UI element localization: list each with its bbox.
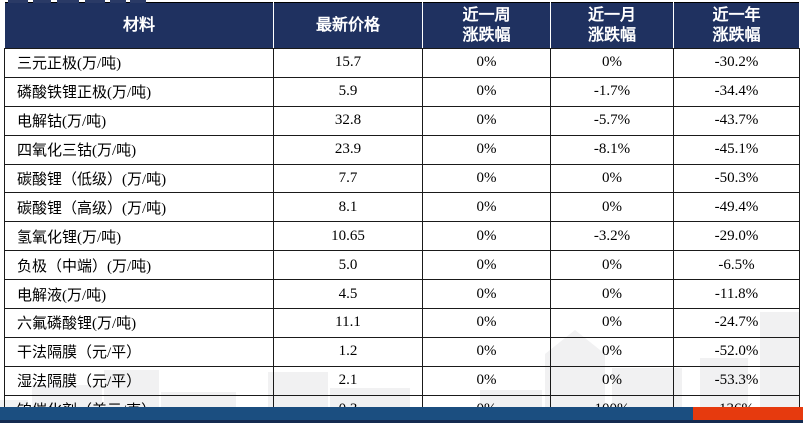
table-row: 负极（中端）(万/吨) 5.0 0% 0% -6.5% (4, 250, 800, 281)
clipped-title-fragment (85, 0, 105, 3)
cell-material: 碳酸锂（低级）(万/吨) (4, 163, 274, 194)
cell-week-change: 0% (422, 48, 551, 78)
cell-material: 电解液(万/吨) (4, 279, 274, 310)
table-row: 湿法隔膜（元/平） 2.1 0% 0% -53.3% (4, 365, 800, 396)
cell-month-change: 0% (550, 336, 674, 367)
cell-material: 干法隔膜（元/平） (4, 336, 274, 367)
cell-latest-price: 23.9 (273, 134, 423, 165)
table-row: 碳酸锂（低级）(万/吨) 7.7 0% 0% -50.3% (4, 163, 800, 194)
cell-latest-price: 7.7 (273, 163, 423, 194)
cell-week-change: 0% (422, 76, 551, 107)
clipped-title-fragment (8, 0, 28, 3)
cell-latest-price: 11.1 (273, 308, 423, 338)
col-header-week-change: 近一周 涨跌幅 (422, 2, 551, 49)
cell-week-change: 0% (422, 163, 551, 194)
col-header-sublabel: 涨跌幅 (462, 26, 511, 44)
cell-year-change: -30.2% (673, 48, 800, 78)
cell-year-change: -49.4% (673, 192, 800, 223)
cell-week-change: 0% (422, 279, 551, 310)
cell-material: 磷酸铁锂正极(万/吨) (4, 76, 274, 107)
cell-month-change: -3.2% (550, 221, 674, 252)
clipped-title-fragment (110, 0, 126, 3)
cell-latest-price: 8.1 (273, 192, 423, 223)
cell-material: 电解钴(万/吨) (4, 105, 274, 136)
table-row: 干法隔膜（元/平） 1.2 0% 0% -52.0% (4, 336, 800, 367)
footer-base-line (0, 420, 803, 423)
col-header-latest-price: 最新价格 (273, 2, 423, 49)
cell-month-change: -1.7% (550, 76, 674, 107)
cell-week-change: 0% (422, 365, 551, 396)
footer-red-bar (693, 407, 803, 420)
cell-latest-price: 5.9 (273, 76, 423, 107)
col-header-label: 最新价格 (315, 16, 380, 34)
cell-year-change: -53.3% (673, 365, 800, 396)
cell-year-change: -24.7% (673, 308, 800, 338)
cell-material: 碳酸锂（高级）(万/吨) (4, 192, 274, 223)
col-header-material: 材料 (4, 2, 274, 49)
cell-month-change: -5.7% (550, 105, 674, 136)
col-header-label: 近一周 (462, 6, 511, 24)
col-header-label: 近一月 (587, 6, 636, 24)
table-row: 磷酸铁锂正极(万/吨) 5.9 0% -1.7% -34.4% (4, 76, 800, 107)
table-row: 六氟磷酸锂(万/吨) 11.1 0% 0% -24.7% (4, 308, 800, 338)
table-header: 材料 最新价格 近一周 涨跌幅 近一月 涨跌幅 近一年 涨跌幅 (4, 2, 800, 49)
table-row: 电解液(万/吨) 4.5 0% 0% -11.8% (4, 279, 800, 310)
cell-year-change: -50.3% (673, 163, 800, 194)
cell-week-change: 0% (422, 336, 551, 367)
cell-week-change: 0% (422, 192, 551, 223)
cell-month-change: 0% (550, 192, 674, 223)
cell-material: 四氧化三钴(万/吨) (4, 134, 274, 165)
table-row: 电解钴(万/吨) 32.8 0% -5.7% -43.7% (4, 105, 800, 136)
cell-year-change: -45.1% (673, 134, 800, 165)
cell-latest-price: 1.2 (273, 336, 423, 367)
cell-month-change: 0% (550, 365, 674, 396)
cell-latest-price: 15.7 (273, 48, 423, 78)
clipped-title-fragment (33, 0, 51, 3)
footer-blue-bar (0, 407, 693, 420)
cell-month-change: 0% (550, 48, 674, 78)
material-price-table: 材料 最新价格 近一周 涨跌幅 近一月 涨跌幅 近一年 涨跌幅 三 (4, 2, 800, 423)
cell-material: 六氟磷酸锂(万/吨) (4, 308, 274, 338)
cell-week-change: 0% (422, 221, 551, 252)
col-header-year-change: 近一年 涨跌幅 (673, 2, 800, 49)
cell-material: 三元正极(万/吨) (4, 48, 274, 78)
col-header-sublabel: 涨跌幅 (587, 26, 636, 44)
cell-week-change: 0% (422, 250, 551, 281)
cell-latest-price: 2.1 (273, 365, 423, 396)
price-table-body: 三元正极(万/吨) 15.7 0% 0% -30.2% 磷酸铁锂正极(万/吨) 5.9 0% -… (4, 48, 800, 423)
cell-month-change: 0% (550, 163, 674, 194)
col-header-month-change: 近一月 涨跌幅 (550, 2, 674, 49)
clipped-title-fragment (57, 0, 79, 3)
cell-month-change: 0% (550, 308, 674, 338)
cell-material: 湿法隔膜（元/平） (4, 365, 274, 396)
col-header-label: 近一年 (712, 6, 761, 24)
col-header-sublabel: 涨跌幅 (712, 26, 761, 44)
table-row: 氢氧化锂(万/吨) 10.65 0% -3.2% -29.0% (4, 221, 800, 252)
cell-year-change: -29.0% (673, 221, 800, 252)
cell-material: 氢氧化锂(万/吨) (4, 221, 274, 252)
cell-month-change: -8.1% (550, 134, 674, 165)
cell-year-change: -11.8% (673, 279, 800, 310)
cell-year-change: -43.7% (673, 105, 800, 136)
table-row: 碳酸锂（高级）(万/吨) 8.1 0% 0% -49.4% (4, 192, 800, 223)
col-header-label: 材料 (122, 16, 155, 34)
clipped-title-fragment (130, 0, 146, 3)
table-row: 三元正极(万/吨) 15.7 0% 0% -30.2% (4, 48, 800, 78)
cell-latest-price: 10.65 (273, 221, 423, 252)
cell-month-change: 0% (550, 279, 674, 310)
cell-year-change: -34.4% (673, 76, 800, 107)
cell-year-change: -52.0% (673, 336, 800, 367)
cell-week-change: 0% (422, 134, 551, 165)
cell-month-change: 0% (550, 250, 674, 281)
table-row: 四氧化三钴(万/吨) 23.9 0% -8.1% -45.1% (4, 134, 800, 165)
cell-year-change: -6.5% (673, 250, 800, 281)
cell-latest-price: 4.5 (273, 279, 423, 310)
cell-week-change: 0% (422, 308, 551, 338)
cell-week-change: 0% (422, 105, 551, 136)
cell-latest-price: 32.8 (273, 105, 423, 136)
cell-material: 负极（中端）(万/吨) (4, 250, 274, 281)
cell-latest-price: 5.0 (273, 250, 423, 281)
